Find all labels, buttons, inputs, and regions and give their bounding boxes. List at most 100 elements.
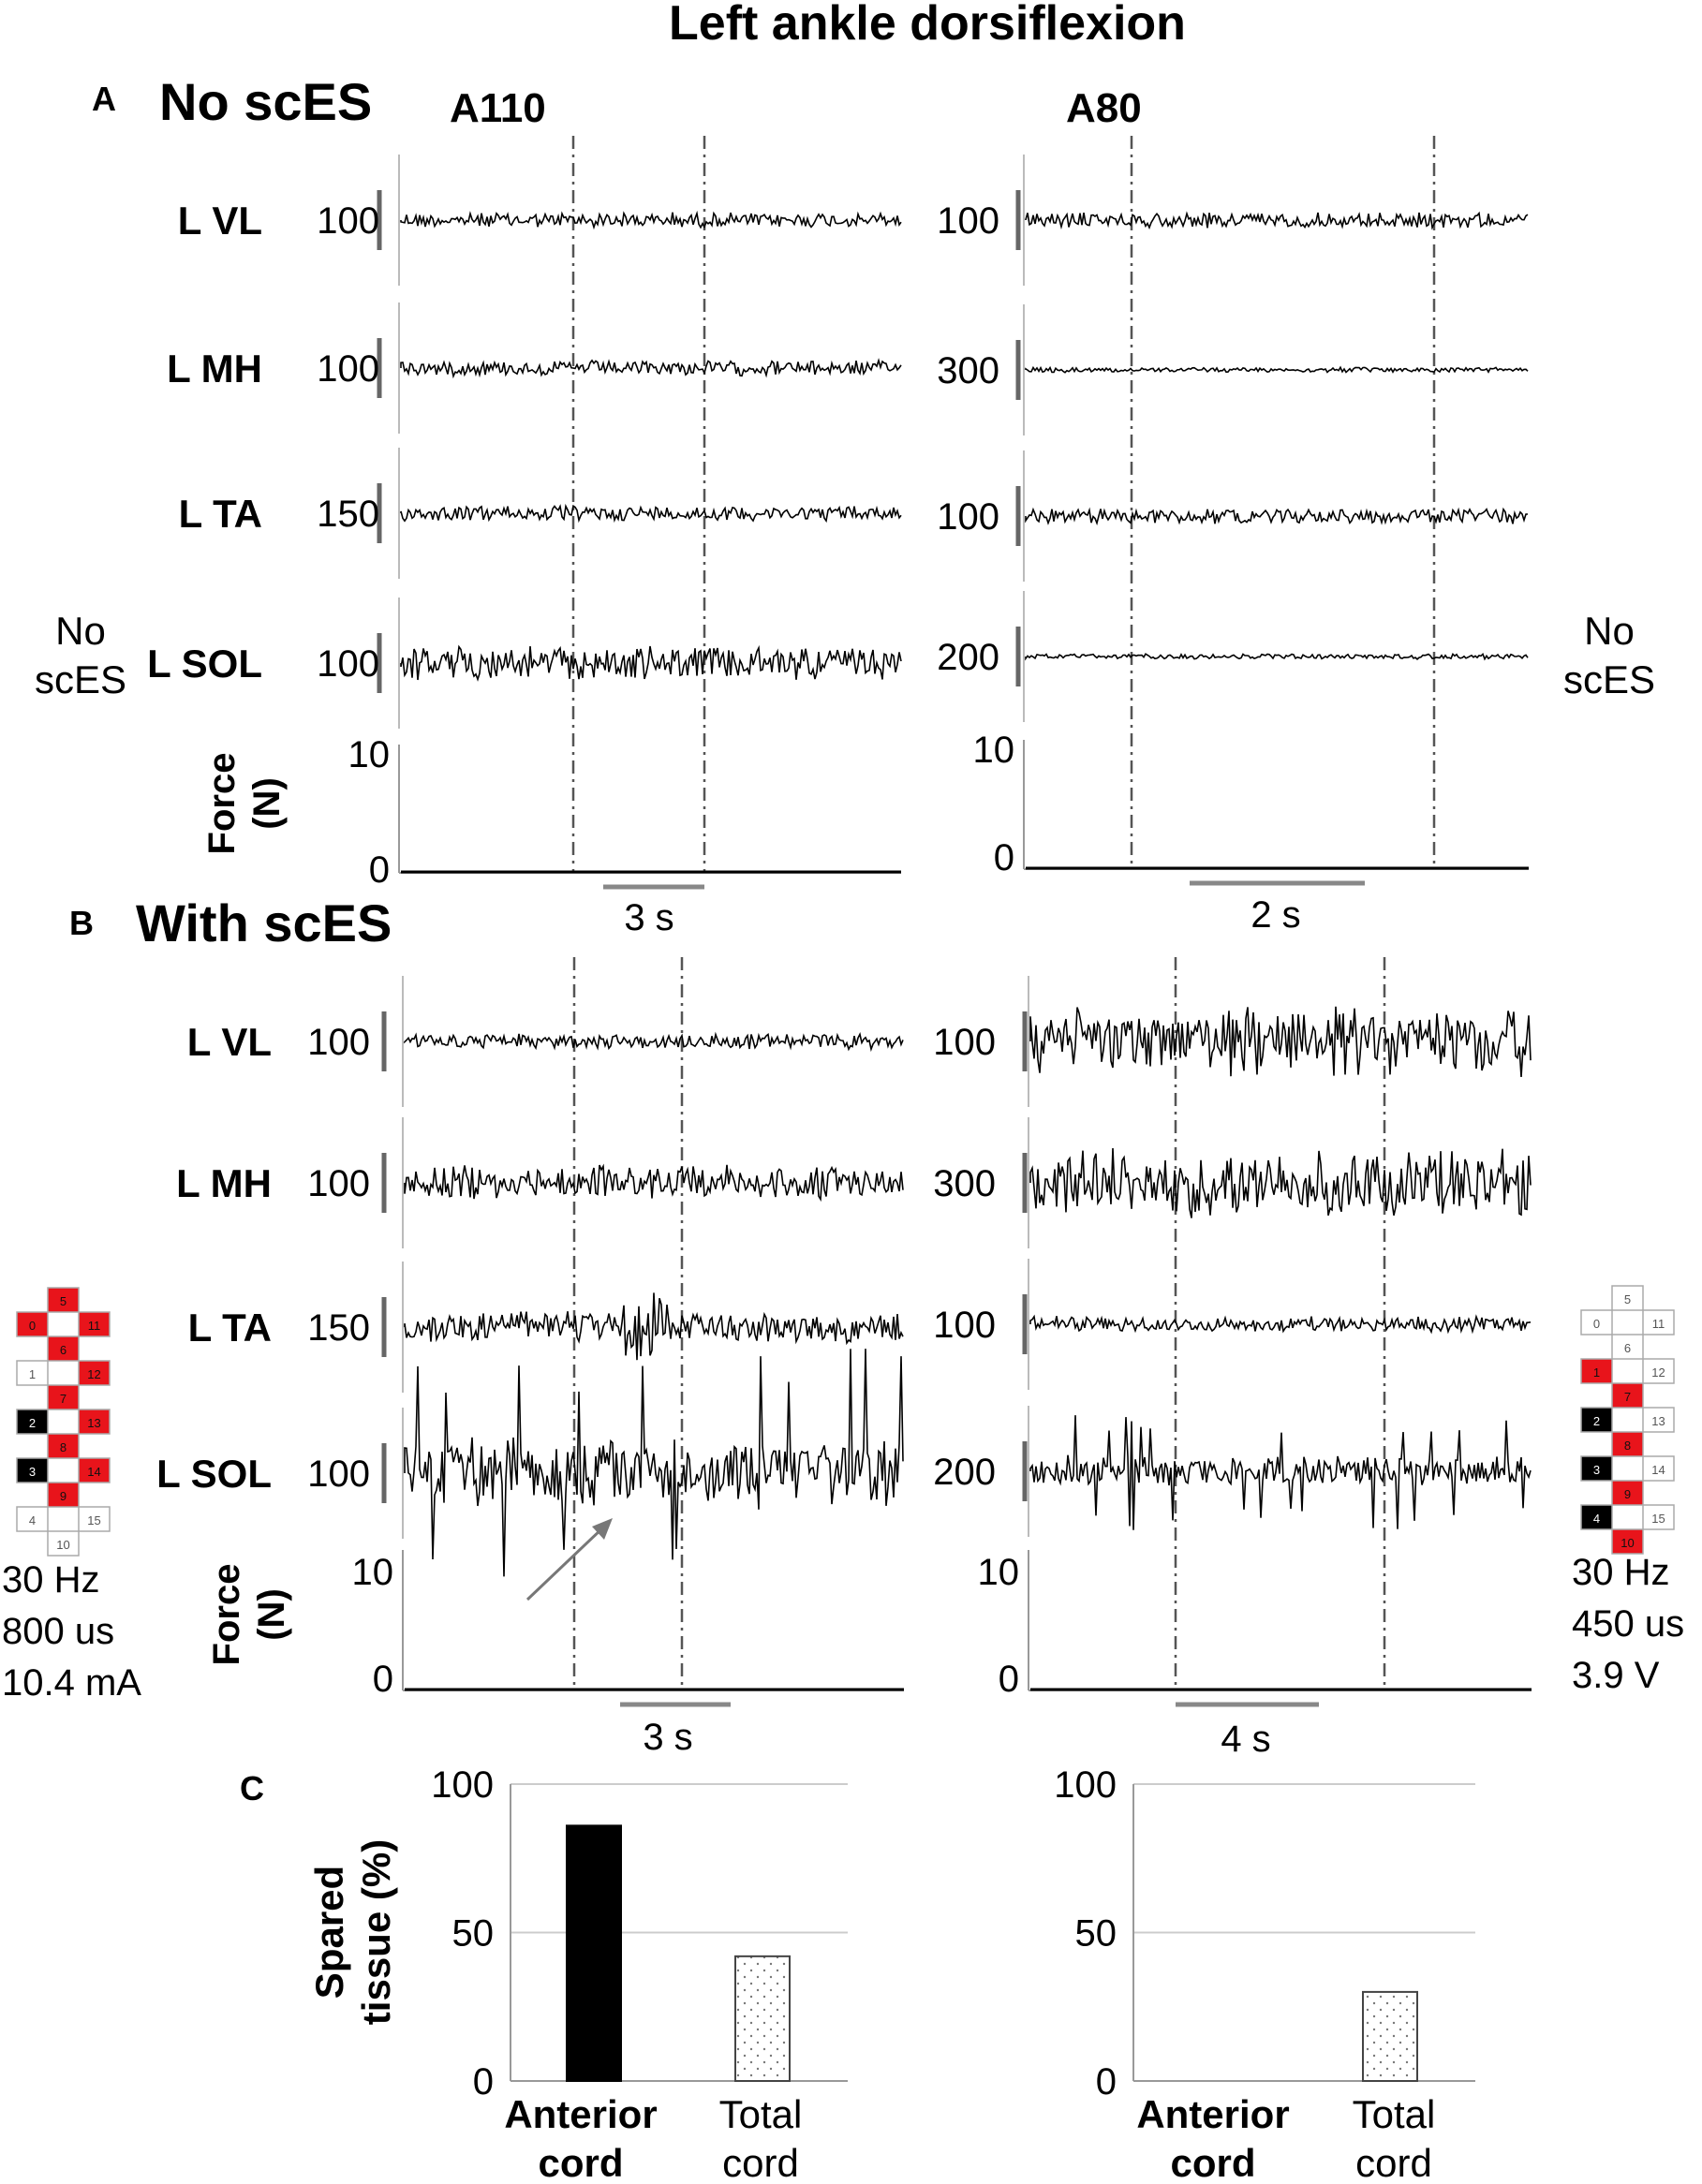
muscle-label: L VL: [187, 1020, 272, 1064]
emg-trace-l-sol: [1025, 652, 1529, 661]
electrode-pad: [78, 1457, 111, 1483]
emg-trace-l-mh: [400, 358, 902, 379]
electrode-number: 4: [1593, 1512, 1600, 1526]
scale-label: 200: [933, 1452, 996, 1493]
scale-label: 100: [317, 200, 379, 242]
scale-label: 100: [307, 1454, 370, 1495]
scale-label: 100: [317, 348, 379, 390]
electrode-number: 6: [1624, 1341, 1631, 1355]
bar-category-label-line2: cord: [538, 2141, 623, 2184]
electrode-4: 4: [1580, 1504, 1613, 1530]
electrode-number: 2: [1593, 1414, 1600, 1428]
force-tick-0: 0: [373, 1659, 393, 1700]
bar-category-label-line1: Total: [719, 2092, 803, 2136]
time-scale-label: 3 s: [643, 1717, 692, 1758]
electrode-pad: [1642, 1504, 1675, 1530]
bar-category-label-line2: cord: [722, 2141, 799, 2184]
electrode-13: 13: [1642, 1407, 1675, 1433]
figure-title: Left ankle dorsiflexion: [669, 0, 1186, 51]
emg-trace-l-vl: [404, 1031, 904, 1053]
panel-b-letter: B: [69, 904, 94, 942]
electrode-number: 8: [1624, 1439, 1631, 1453]
electrode-pad: [78, 1409, 111, 1435]
electrode-2: 2: [1580, 1407, 1613, 1433]
electrode-12: 12: [78, 1360, 111, 1386]
no-scES-right-line1: No: [1584, 609, 1635, 653]
emg-trace-l-sol: [404, 1349, 904, 1577]
electrode-pad: [1642, 1407, 1675, 1433]
electrode-number: 7: [1624, 1390, 1631, 1404]
electrode-number: 1: [29, 1367, 36, 1381]
stim-right-frequency: 30 Hz: [1572, 1552, 1670, 1593]
electrode-pad: [16, 1457, 49, 1483]
electrode-14: 14: [1642, 1455, 1675, 1482]
electrode-number: 4: [29, 1513, 36, 1527]
emg-trace-l-ta: [400, 503, 902, 524]
bar-category-label-line1: Total: [1353, 2092, 1436, 2136]
electrode-number: 6: [60, 1343, 67, 1357]
force-label-line1: Force: [206, 1564, 247, 1666]
electrode-pad: [78, 1311, 111, 1337]
emg-trace-l-ta: [1025, 507, 1528, 526]
electrode-7: 7: [47, 1384, 80, 1410]
electrode-pad: [1611, 1285, 1644, 1311]
electrode-13: 13: [78, 1409, 111, 1435]
electrode-number: 10: [56, 1538, 69, 1552]
scale-label: 100: [933, 1022, 996, 1063]
electrode-number: 11: [1652, 1317, 1665, 1331]
electrode-10: 10: [1611, 1528, 1644, 1555]
electrode-array-right: 5 0 11 6 1 12 7 2 13 8 3 14 9 4 15 10: [1580, 1285, 1675, 1555]
bar-total-cord: [1362, 1990, 1418, 2082]
bar-total-cord: [734, 1955, 791, 2083]
emg-trace-l-ta: [1029, 1314, 1532, 1335]
bar-ylabel-line2: tissue (%): [354, 1839, 398, 2025]
scale-label: 100: [307, 1163, 370, 1204]
no-scES-left-line2: scES: [35, 657, 126, 701]
electrode-9: 9: [1611, 1480, 1644, 1506]
electrode-number: 13: [1651, 1414, 1665, 1428]
electrode-pad: [47, 1433, 80, 1459]
electrode-12: 12: [1642, 1358, 1675, 1384]
electrode-pad: [1611, 1480, 1644, 1506]
time-scale-label: 3 s: [624, 897, 673, 938]
electrode-pad: [1642, 1455, 1675, 1482]
no-scES-left-line1: No: [55, 609, 106, 653]
emg-trace-l-mh: [1025, 365, 1529, 374]
scale-label: 100: [937, 200, 999, 242]
electrode-9: 9: [47, 1482, 80, 1508]
electrode-pad: [78, 1360, 111, 1386]
electrode-pad: [1642, 1358, 1675, 1384]
stim-right-voltage: 3.9 V: [1572, 1655, 1660, 1696]
electrode-array-left: 5 0 11 6 1 12 7 2 13 8 3 14 9 4 15 10: [16, 1287, 111, 1557]
stim-right-pulse-width: 450 us: [1572, 1603, 1684, 1645]
electrode-3: 3: [16, 1457, 49, 1483]
panel-c-letter: C: [240, 1769, 264, 1808]
electrode-pad: [1580, 1455, 1613, 1482]
force-tick-10: 10: [973, 730, 1015, 771]
force-tick-10: 10: [348, 734, 391, 775]
scale-label: 100: [933, 1305, 996, 1346]
force-label-line1: Force: [201, 753, 243, 855]
force-tick-10: 10: [978, 1552, 1020, 1593]
electrode-pad: [1611, 1382, 1644, 1409]
electrode-8: 8: [47, 1433, 80, 1459]
emg-trace-l-mh: [1029, 1147, 1532, 1218]
electrode-number: 9: [1624, 1487, 1631, 1501]
scale-label: 300: [933, 1163, 996, 1204]
electrode-number: 10: [1621, 1536, 1634, 1550]
electrode-number: 5: [1624, 1292, 1631, 1306]
electrode-pad: [1611, 1334, 1644, 1360]
bar-anterior-cord: [566, 1824, 622, 2082]
electrode-6: 6: [1611, 1334, 1644, 1360]
electrode-pad: [47, 1335, 80, 1362]
muscle-label: L TA: [179, 492, 262, 536]
bar-ytick: 50: [1075, 1913, 1117, 1955]
electrode-10: 10: [47, 1530, 80, 1557]
electrode-5: 5: [1611, 1285, 1644, 1311]
electrode-number: 3: [1593, 1463, 1600, 1477]
bar-category-label-line2: cord: [1355, 2141, 1432, 2184]
